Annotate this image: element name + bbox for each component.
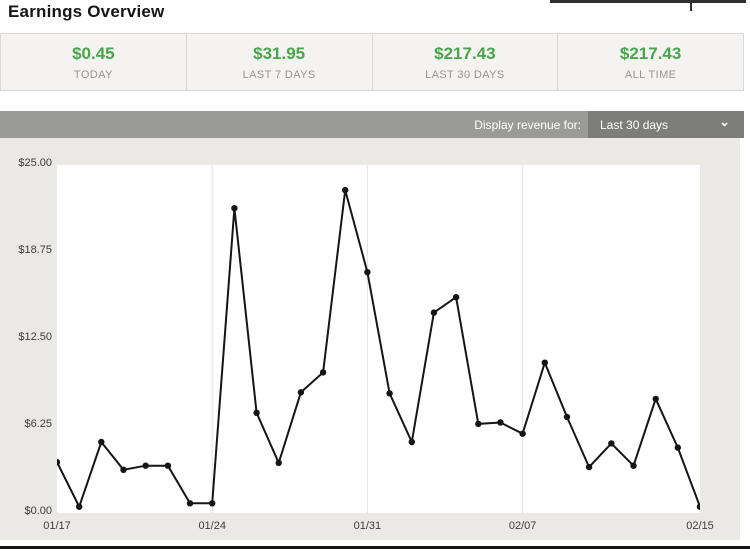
y-axis-tick-label: $25.00 [18, 157, 52, 169]
stat-value-last-30-days: $217.43 [434, 43, 496, 63]
earnings-chart-panel: $0.00 $6.25 $12.50 $18.75 $25.00 01/17 01/24 0… [0, 138, 740, 540]
stat-value-all-time: $217.43 [619, 43, 682, 63]
chart-svg [57, 165, 700, 513]
y-axis-tick-label: $6.25 [24, 418, 52, 430]
window-bottom-edge-line [0, 546, 750, 549]
chart-plot-area [57, 165, 700, 513]
display-revenue-label: Display revenue for: [474, 117, 581, 132]
stat-label-today: TODAY [73, 68, 113, 81]
stat-label-last-30-days: LAST 30 DAYS [425, 68, 505, 81]
y-axis-tick-label: $0.00 [24, 505, 52, 517]
x-axis-tick-label: 02/15 [686, 520, 714, 532]
stat-label-last-7-days: LAST 7 DAYS [242, 68, 316, 81]
stat-card-last-7-days: $31.95 LAST 7 DAYS [185, 34, 372, 90]
chevron-down-icon: ⌄ [719, 114, 730, 129]
y-axis-tick-label: $18.75 [18, 244, 52, 256]
x-axis-tick-label: 01/31 [353, 520, 382, 532]
revenue-range-selected-value: Last 30 days [600, 117, 669, 132]
revenue-range-dropdown[interactable]: Last 30 days ⌄ [588, 111, 744, 138]
window-top-edge-tick [690, 0, 692, 11]
stat-value-today: $0.45 [72, 43, 115, 63]
earnings-stats-row: $0.45 TODAY $31.95 LAST 7 DAYS $217.43 L… [0, 33, 744, 91]
x-axis-tick-label: 02/07 [508, 520, 537, 532]
stat-label-all-time: ALL TIME [624, 68, 677, 81]
window-top-edge-line [550, 0, 746, 3]
x-axis-tick-label: 01/17 [43, 520, 71, 532]
chart-toolbar: Display revenue for: Last 30 days ⌄ [0, 111, 744, 138]
page-title: Earnings Overview [8, 2, 165, 21]
stat-card-all-time: $217.43 ALL TIME [557, 34, 743, 90]
stat-card-last-30-days: $217.43 LAST 30 DAYS [371, 34, 558, 90]
y-axis-tick-label: $12.50 [18, 331, 52, 343]
stat-card-today: $0.45 TODAY [1, 34, 186, 90]
stat-value-last-7-days: $31.95 [253, 43, 306, 63]
x-axis-tick-label: 01/24 [198, 520, 226, 532]
